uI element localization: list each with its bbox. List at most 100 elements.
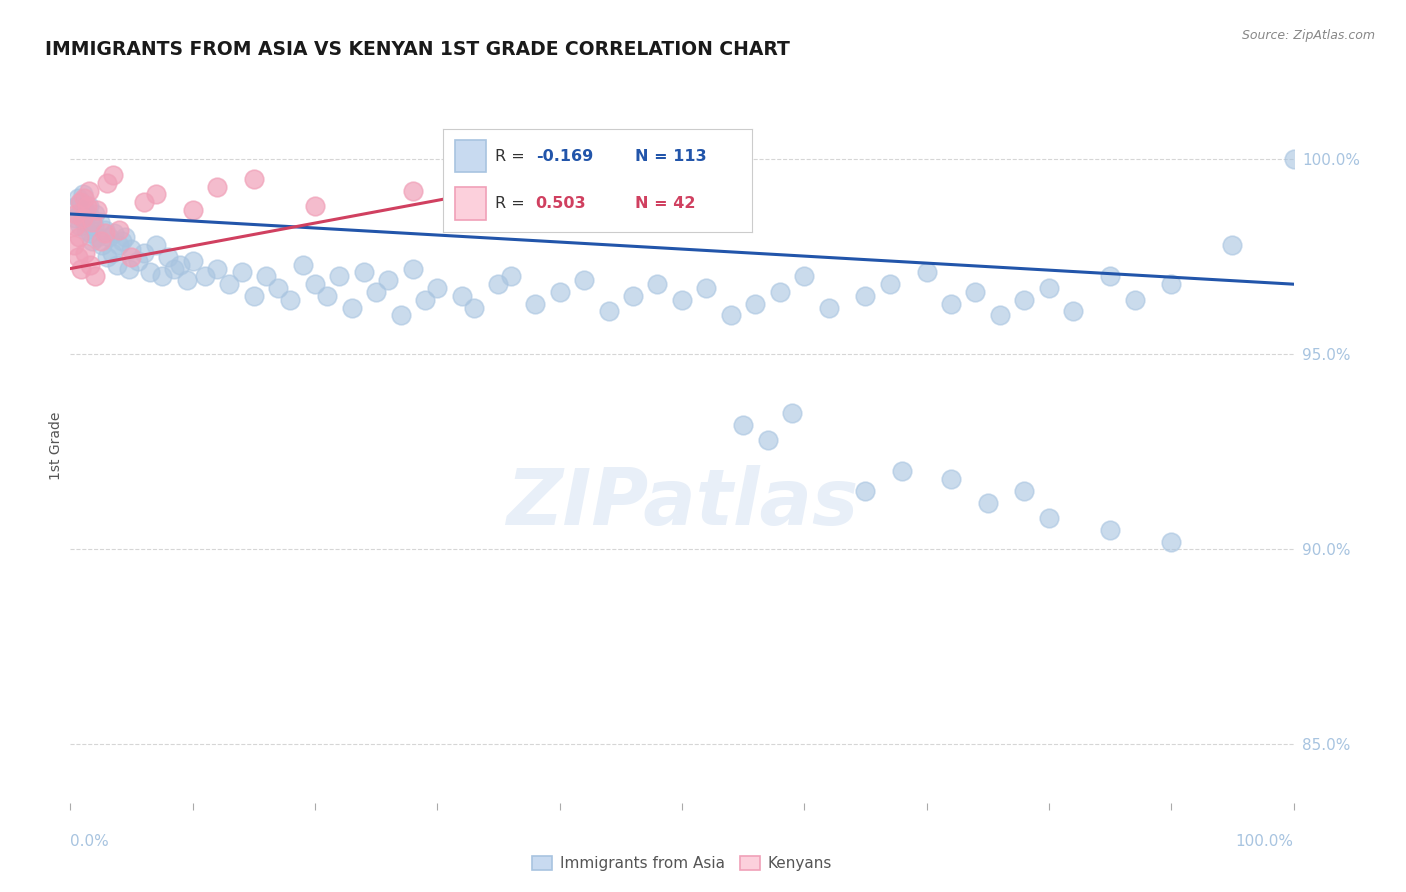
Point [1014, 483, 1036, 498]
Point [793, 269, 815, 284]
Point [70, 195, 93, 210]
Point [463, 301, 485, 315]
Point [101, 246, 124, 260]
Point [65, 207, 87, 221]
Point [96, 176, 118, 190]
Point [1160, 277, 1182, 292]
Point [93, 227, 115, 241]
Point [101, 168, 124, 182]
Point [69, 195, 91, 210]
Point [524, 296, 547, 310]
Point [80, 211, 103, 225]
Point [73, 203, 96, 218]
Point [83, 219, 105, 233]
Point [499, 269, 522, 284]
Point [127, 253, 149, 268]
Text: IMMIGRANTS FROM ASIA VS KENYAN 1ST GRADE CORRELATION CHART: IMMIGRANTS FROM ASIA VS KENYAN 1ST GRADE… [45, 40, 790, 59]
Point [72, 187, 94, 202]
Point [69, 219, 91, 233]
Point [1014, 293, 1036, 307]
Text: ZIPatlas: ZIPatlas [506, 465, 858, 541]
Point [915, 265, 938, 279]
Point [988, 309, 1011, 323]
Point [621, 289, 644, 303]
Point [114, 230, 136, 244]
Point [548, 285, 571, 299]
Point [377, 273, 399, 287]
Point [91, 238, 114, 252]
Point [150, 269, 173, 284]
Y-axis label: 1st Grade: 1st Grade [49, 412, 63, 480]
Point [89, 215, 111, 229]
Text: N = 113: N = 113 [634, 148, 706, 163]
Point [1160, 534, 1182, 549]
Point [744, 296, 766, 310]
Point [66, 191, 89, 205]
Point [163, 261, 186, 276]
Point [598, 304, 620, 318]
Point [63, 211, 86, 225]
Point [218, 277, 240, 292]
Point [98, 230, 121, 244]
Point [243, 172, 266, 186]
Point [891, 464, 914, 478]
Point [121, 242, 143, 256]
Point [720, 309, 742, 323]
Point [231, 265, 253, 279]
Point [340, 301, 363, 315]
Point [291, 258, 314, 272]
Text: R =: R = [495, 195, 530, 211]
Point [181, 203, 204, 218]
Point [86, 203, 108, 218]
Point [73, 191, 96, 205]
Point [647, 277, 669, 292]
Point [75, 222, 97, 236]
Point [176, 273, 198, 287]
Point [73, 215, 96, 229]
Point [817, 301, 839, 315]
Point [413, 293, 436, 307]
Text: Source: ZipAtlas.com: Source: ZipAtlas.com [1241, 29, 1375, 42]
Point [63, 219, 86, 233]
Point [695, 281, 717, 295]
Point [1099, 523, 1122, 537]
Point [86, 230, 108, 244]
Point [389, 309, 412, 323]
Point [1038, 511, 1060, 525]
Point [855, 289, 877, 303]
Point [855, 483, 877, 498]
Point [1123, 293, 1146, 307]
Point [1062, 304, 1084, 318]
Point [572, 273, 595, 287]
Point [70, 261, 93, 276]
Point [194, 269, 217, 284]
Point [402, 184, 425, 198]
Point [879, 277, 901, 292]
Point [76, 207, 98, 221]
Point [139, 265, 162, 279]
Point [121, 250, 143, 264]
Point [780, 406, 803, 420]
Point [66, 250, 89, 264]
Point [132, 246, 155, 260]
Text: R =: R = [495, 148, 530, 163]
Point [79, 258, 101, 272]
Point [733, 417, 755, 432]
Point [366, 285, 388, 299]
Point [65, 199, 87, 213]
Point [93, 222, 115, 236]
Point [353, 265, 375, 279]
Point [488, 277, 510, 292]
Point [316, 289, 339, 303]
Point [132, 195, 155, 210]
Point [1099, 269, 1122, 284]
Text: N = 42: N = 42 [634, 195, 695, 211]
Point [79, 227, 101, 241]
Point [939, 296, 962, 310]
Point [90, 234, 112, 248]
Point [67, 230, 90, 244]
Point [63, 238, 86, 252]
Point [304, 277, 326, 292]
Point [402, 261, 425, 276]
Point [77, 184, 100, 198]
